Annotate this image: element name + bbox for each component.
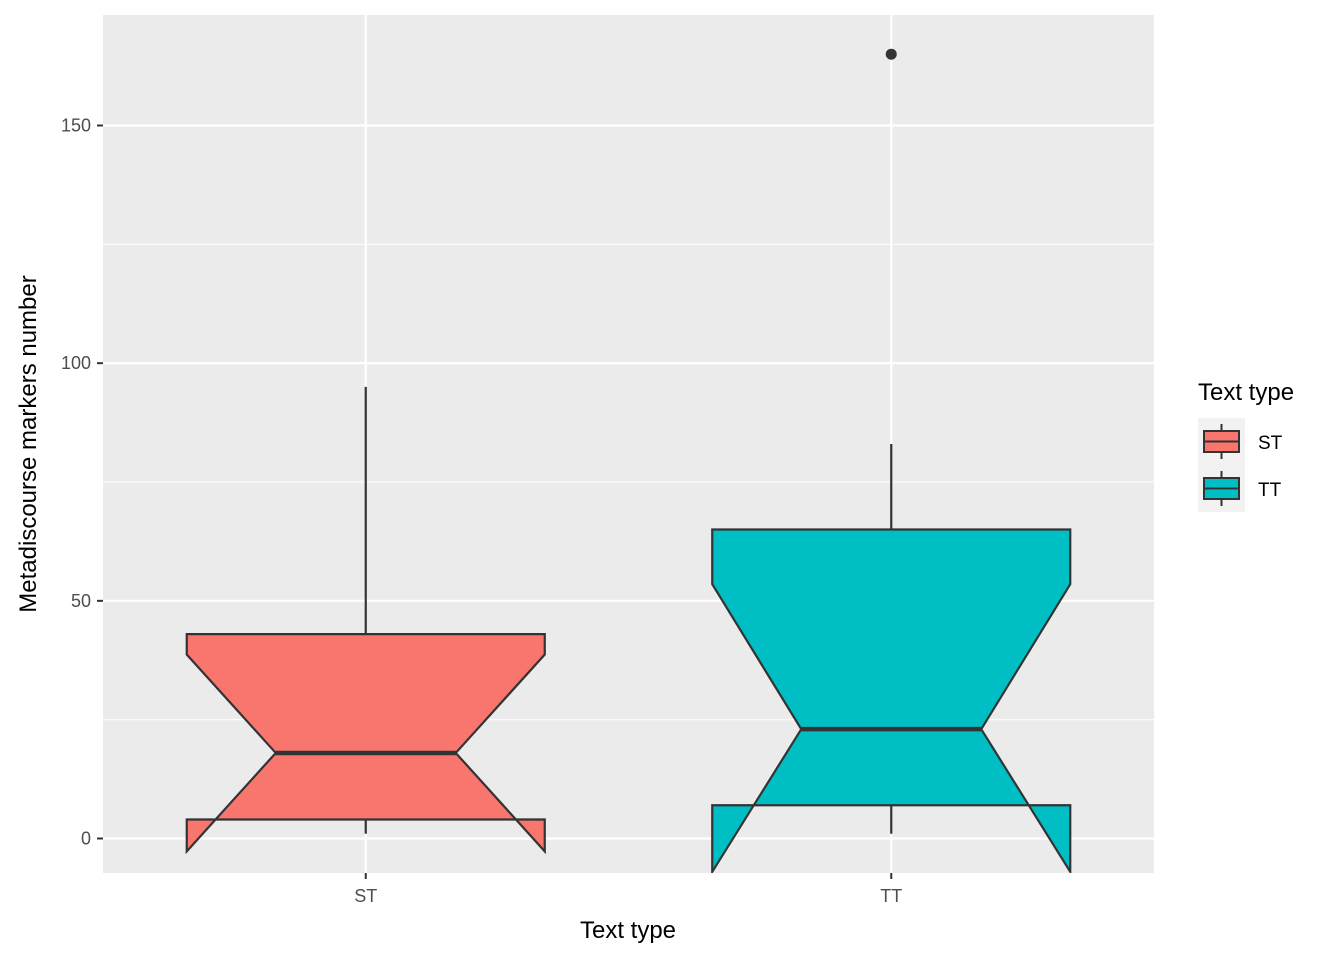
x-axis: ST TT xyxy=(354,873,902,906)
y-tick-label: 100 xyxy=(61,353,91,373)
y-axis: 0 50 100 150 xyxy=(61,116,103,849)
legend-title: Text type xyxy=(1198,379,1294,406)
x-tick-label: TT xyxy=(880,886,902,906)
outlier-point xyxy=(885,48,897,60)
panel-background xyxy=(103,15,1154,873)
legend-key-tt xyxy=(1198,465,1245,512)
x-axis-title: Text type xyxy=(580,917,676,944)
box-body xyxy=(711,528,1072,873)
x-tick-label: ST xyxy=(354,886,377,906)
y-axis-title: Metadiscourse markers number xyxy=(15,275,42,612)
y-tick-label: 150 xyxy=(61,116,91,136)
legend-key-st xyxy=(1198,418,1245,465)
boxes xyxy=(185,48,1072,873)
legend: Text type ST TT xyxy=(1198,379,1294,512)
box-tt xyxy=(711,48,1072,873)
box-st xyxy=(185,386,546,855)
legend-keys xyxy=(1198,418,1245,512)
y-tick-label: 0 xyxy=(81,829,91,849)
box-body xyxy=(185,633,546,855)
legend-label-st: ST xyxy=(1258,433,1283,454)
y-tick-label: 50 xyxy=(71,591,91,611)
legend-label-tt: TT xyxy=(1258,480,1282,501)
